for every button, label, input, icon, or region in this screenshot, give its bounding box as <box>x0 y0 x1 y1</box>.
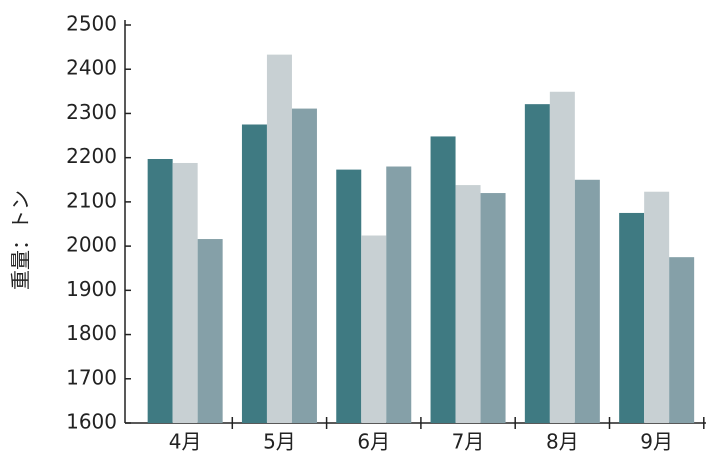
x-tick-label: 5月 <box>263 430 296 454</box>
y-tick-label: 2500 <box>66 12 117 36</box>
x-tick-label: 6月 <box>357 430 390 454</box>
bar <box>386 166 412 423</box>
y-tick-label: 1800 <box>66 321 117 345</box>
bar <box>147 158 173 423</box>
y-axis-label: 重量：トン <box>9 190 33 290</box>
bar <box>361 235 387 423</box>
x-tick-label: 8月 <box>546 430 579 454</box>
bar <box>455 185 481 423</box>
x-tick-label: 4月 <box>169 430 202 454</box>
bar <box>574 179 600 423</box>
x-tick-label: 7月 <box>452 430 485 454</box>
bar <box>430 136 456 423</box>
y-tick-label: 1900 <box>66 277 117 301</box>
bar <box>549 91 575 423</box>
bar <box>644 191 670 423</box>
y-tick-label: 1700 <box>66 365 117 389</box>
bar <box>336 169 362 423</box>
bar <box>669 257 695 423</box>
bar <box>524 104 550 423</box>
bar <box>197 239 223 423</box>
y-tick-label: 2000 <box>66 233 117 257</box>
y-tick-label: 2100 <box>66 188 117 212</box>
bar <box>172 162 198 423</box>
bar <box>480 193 506 423</box>
bar <box>291 108 317 423</box>
y-tick-label: 1600 <box>66 410 117 434</box>
bar <box>619 212 645 423</box>
x-tick-label: 9月 <box>640 430 673 454</box>
y-tick-label: 2200 <box>66 144 117 168</box>
bar <box>266 54 292 424</box>
y-tick-label: 2400 <box>66 56 117 80</box>
y-tick-label: 2300 <box>66 100 117 124</box>
bar <box>241 124 267 423</box>
